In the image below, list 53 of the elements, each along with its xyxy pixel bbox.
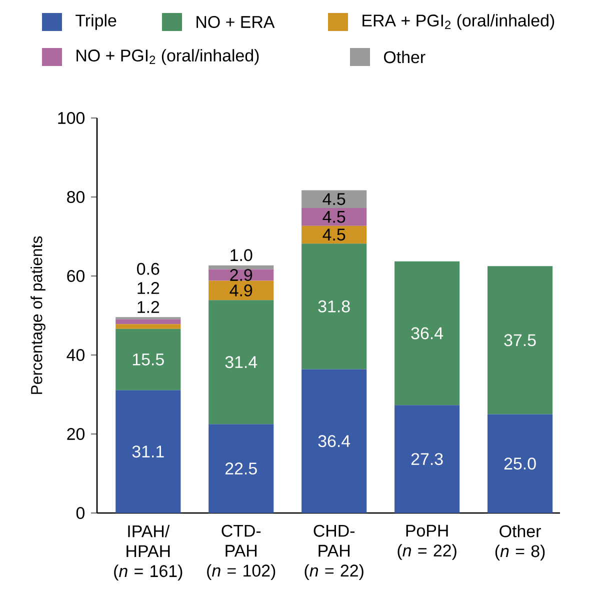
bar xyxy=(116,390,181,513)
data-label: 36.4 xyxy=(411,327,444,340)
data-label: 31.4 xyxy=(225,356,258,368)
data-label: 4.5 xyxy=(322,193,346,206)
x-tick-label: IPAH/ HPAH (n = 161) xyxy=(114,524,182,580)
x-tick-label: PoPH (n = 22) xyxy=(398,524,456,560)
bar xyxy=(116,328,181,390)
data-label: 15.5 xyxy=(132,354,164,366)
data-label: 25.0 xyxy=(504,458,536,470)
data-label: 1.2 xyxy=(138,282,160,294)
bar xyxy=(394,405,460,513)
data-label: 1.2 xyxy=(138,301,160,313)
bar xyxy=(302,244,367,370)
data-label: 27.3 xyxy=(411,453,443,466)
y-tick-label: 0 xyxy=(76,506,85,519)
x-tick-label: CHD- PAH (n = 22) xyxy=(304,524,364,580)
y-tick-label: 40 xyxy=(66,348,85,361)
x-tick-label: CTD- PAH (n = 102) xyxy=(207,524,276,580)
bar xyxy=(302,208,367,226)
data-label: 1.0 xyxy=(230,249,252,262)
data-label: 2.9 xyxy=(230,269,252,281)
data-label: 37.5 xyxy=(504,334,536,346)
y-tick-label: 100 xyxy=(58,112,85,124)
data-label: 4.5 xyxy=(322,228,346,241)
legend-label: NO + ERA xyxy=(196,16,275,28)
data-label: 4.5 xyxy=(322,211,346,223)
bar xyxy=(116,324,181,329)
bar xyxy=(116,319,181,324)
bar xyxy=(208,300,274,424)
x-tick-label: Other (n = 8) xyxy=(495,524,545,561)
data-label: 31.1 xyxy=(132,446,164,458)
bar xyxy=(208,280,274,300)
bar xyxy=(302,226,367,244)
y-axis-title: Percentage of patients xyxy=(30,236,46,394)
bar xyxy=(208,265,274,270)
data-label: 36.4 xyxy=(318,435,350,448)
bar xyxy=(487,266,553,414)
legend-label: NO + PGI$_{2}$ (oral/inhaled) xyxy=(76,49,259,65)
data-label: 4.9 xyxy=(230,284,252,296)
bar xyxy=(487,414,553,513)
legend-label: ERA + PGI$_{2}$ (oral/inhaled) xyxy=(362,14,554,30)
legend-label: Other xyxy=(384,50,426,64)
bar xyxy=(302,369,367,513)
data-label: 0.6 xyxy=(137,262,160,275)
bar xyxy=(302,190,367,208)
bar xyxy=(394,261,460,406)
data-label: 31.8 xyxy=(318,300,350,312)
bar xyxy=(208,424,274,513)
legend-label: Triple xyxy=(76,14,116,30)
y-tick-label: 20 xyxy=(67,428,85,440)
y-tick-label: 60 xyxy=(67,270,85,282)
data-label: 22.5 xyxy=(225,462,257,475)
y-tick-label: 80 xyxy=(67,190,85,203)
